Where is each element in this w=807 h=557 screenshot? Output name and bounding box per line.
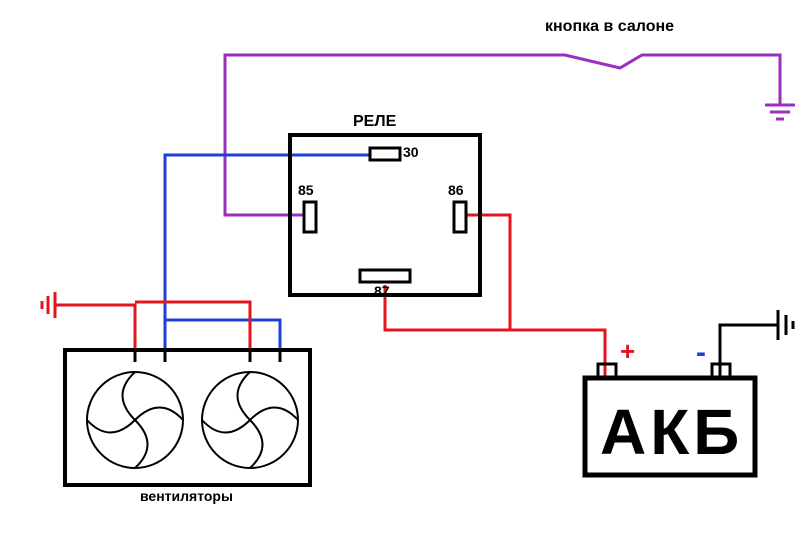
wire-red-87 <box>385 285 510 330</box>
label-pin85: 85 <box>298 182 314 198</box>
fan-2 <box>202 372 298 468</box>
pin-87 <box>360 270 410 282</box>
fans-box <box>65 350 310 485</box>
pin-85 <box>304 202 316 232</box>
wiring-svg <box>0 0 807 557</box>
wire-red-fans <box>55 302 250 362</box>
label-akb: АКБ <box>600 395 743 469</box>
label-fans: вентиляторы <box>140 488 233 504</box>
label-relay: РЕЛЕ <box>353 113 396 131</box>
label-button-cabin: кнопка в салоне <box>545 18 674 36</box>
ground-black <box>778 310 793 340</box>
fan-1 <box>87 372 183 468</box>
label-pin86: 86 <box>448 182 464 198</box>
label-plus: + <box>620 336 635 367</box>
ground-purple <box>765 105 795 119</box>
circuit-diagram: кнопка в салоне РЕЛЕ 30 85 86 87 вентиля… <box>0 0 807 557</box>
pin-86 <box>454 202 466 232</box>
ground-red-left <box>42 292 55 318</box>
label-pin87: 87 <box>374 283 390 299</box>
wire-blue <box>165 155 375 362</box>
label-pin30: 30 <box>403 144 419 160</box>
pin-30 <box>370 148 400 160</box>
label-minus: - <box>696 336 706 370</box>
